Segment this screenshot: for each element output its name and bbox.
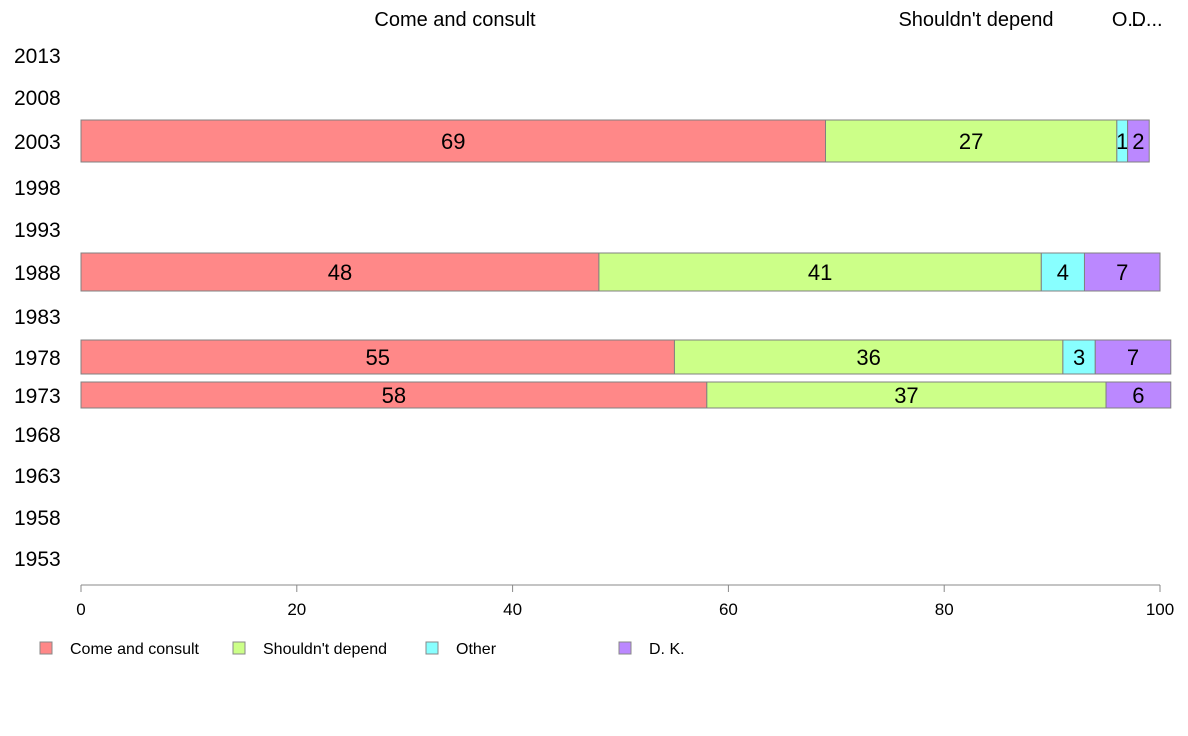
y-axis-year-labels: 2013 2008 2003 1998 1993 1988 1983 1978 1973 1968… (14, 45, 61, 571)
y-tick-label: 1983 (14, 306, 61, 329)
x-axis: 0 20 40 60 80 100 (76, 584, 1174, 619)
legend-swatch (425, 641, 439, 655)
bar-value-label: 69 (441, 129, 465, 154)
y-tick-label: 1973 (14, 385, 61, 408)
y-tick-label: 2003 (14, 131, 61, 154)
bar-value-label: 4 (1057, 260, 1069, 285)
y-tick-label: 1988 (14, 262, 61, 285)
bar-value-label: 58 (382, 383, 406, 408)
bar-value-label: 36 (856, 345, 880, 370)
y-tick-label: 2008 (14, 87, 61, 110)
x-tick-label: 100 (1146, 600, 1174, 619)
x-tick-label: 20 (287, 600, 306, 619)
legend-label: Shouldn't depend (263, 641, 387, 658)
bar-segment (1083, 252, 1161, 292)
bar-value-label: 41 (808, 260, 832, 285)
bar-segment (80, 381, 708, 409)
bar-value-label: 7 (1116, 260, 1128, 285)
bar-segment (1040, 252, 1085, 292)
legend-label: D. K. (649, 641, 685, 658)
bar-segment (1105, 381, 1172, 409)
y-tick-label: 1998 (14, 177, 61, 200)
legend-swatch (618, 641, 632, 655)
bar-value-label: 7 (1127, 345, 1139, 370)
bar-segment (825, 119, 1118, 163)
bar-segment (1094, 339, 1172, 375)
y-tick-label: 1978 (14, 347, 61, 370)
x-tick-label: 60 (719, 600, 738, 619)
legend-label: Come and consult (70, 641, 200, 658)
bar-value-label: 55 (365, 345, 389, 370)
bar-segment (1062, 339, 1096, 375)
legend-swatch (232, 641, 246, 655)
bar-segments: 69 27 1 248 41 4 755 36 3 758 37 6 (80, 119, 1172, 409)
y-tick-label: 1968 (14, 424, 61, 447)
bar-segment (1127, 119, 1150, 163)
bar-segment (673, 339, 1064, 375)
x-tick-label: 40 (503, 600, 522, 619)
bar-value-label: 3 (1073, 345, 1085, 370)
y-tick-label: 1953 (14, 548, 61, 571)
legend: Come and consult Shouldn't depend Other D. … (39, 641, 685, 658)
legend-label: Other (456, 641, 497, 658)
bar-value-label: 2 (1132, 129, 1144, 154)
bar-value-label: 1 (1116, 129, 1128, 154)
x-tick-label: 0 (76, 600, 85, 619)
top-series-label: Come and consult (374, 9, 536, 31)
top-series-labels: Come and consult Shouldn't depend O...D... (374, 9, 1162, 31)
bar-value-label: 48 (328, 260, 352, 285)
y-tick-label: 1993 (14, 219, 61, 242)
x-tick-label: 80 (935, 600, 954, 619)
bar-segment (80, 252, 600, 292)
bar-value-label: 6 (1132, 383, 1144, 408)
top-series-label: Shouldn't depend (898, 9, 1053, 31)
y-tick-label: 1963 (14, 465, 61, 488)
y-tick-label: 2013 (14, 45, 61, 68)
bar-segment (80, 339, 675, 375)
y-tick-label: 1958 (14, 507, 61, 530)
legend-swatch (39, 641, 53, 655)
bar-value-label: 27 (959, 129, 983, 154)
top-series-label: O... (1112, 9, 1144, 31)
top-series-label: D... (1131, 9, 1162, 31)
bar-value-label: 37 (894, 383, 918, 408)
